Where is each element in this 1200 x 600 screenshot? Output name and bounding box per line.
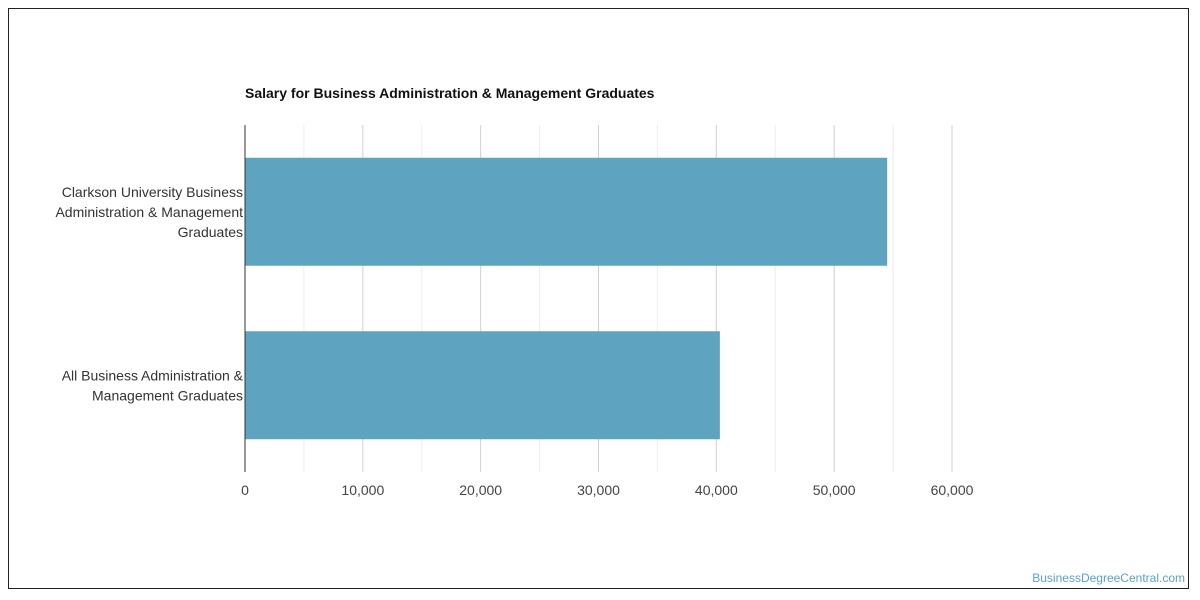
x-tick-label: 40,000 bbox=[695, 482, 738, 498]
category-label: Clarkson University Business Administrati… bbox=[55, 184, 243, 240]
x-tick-label: 20,000 bbox=[459, 482, 502, 498]
category-label: All Business Administration & Management … bbox=[62, 367, 244, 403]
watermark-link[interactable]: BusinessDegreeCentral.com bbox=[1032, 571, 1185, 585]
x-tick-label: 30,000 bbox=[577, 482, 620, 498]
x-tick-label: 60,000 bbox=[931, 482, 974, 498]
x-tick-label: 10,000 bbox=[341, 482, 384, 498]
x-tick-label: 0 bbox=[241, 482, 249, 498]
chart-title: Salary for Business Administration & Man… bbox=[245, 85, 655, 101]
bar bbox=[245, 157, 888, 266]
x-tick-label: 50,000 bbox=[813, 482, 856, 498]
bar bbox=[245, 331, 720, 440]
